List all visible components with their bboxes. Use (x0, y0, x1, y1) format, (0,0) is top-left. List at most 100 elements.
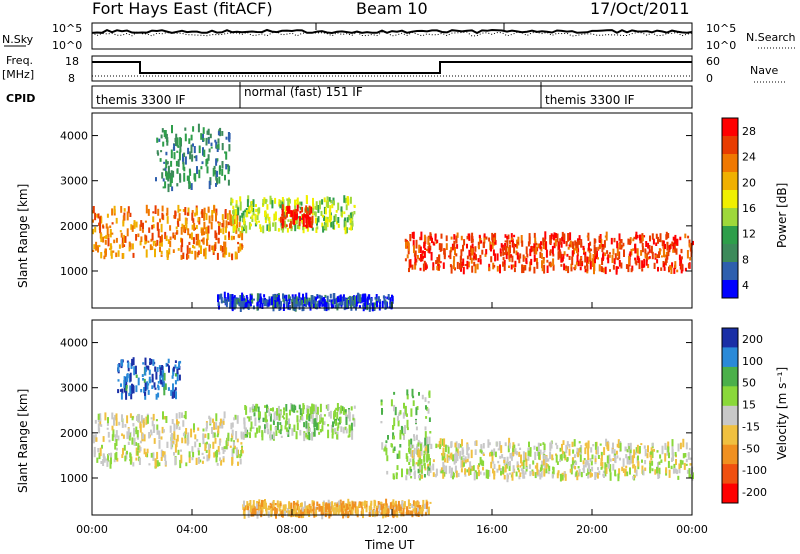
heat-cell (589, 458, 592, 462)
heat-cell (475, 440, 478, 446)
heat-cell (477, 469, 480, 477)
heat-cell (628, 458, 631, 465)
heat-cell (621, 466, 624, 472)
heat-cell (279, 429, 282, 435)
heat-cell (244, 428, 247, 432)
heat-cell (562, 253, 565, 259)
heat-cell (296, 202, 299, 205)
heat-cell (308, 413, 311, 422)
heat-cell (641, 465, 644, 474)
heat-cell (682, 438, 685, 448)
heat-cell (484, 253, 487, 257)
heat-cell (341, 406, 344, 411)
heat-cell (196, 252, 199, 258)
heat-cell (602, 267, 605, 273)
heat-cell (171, 433, 173, 442)
heat-cell (565, 444, 568, 454)
heat-cell (552, 258, 555, 266)
heat-cell (351, 211, 354, 220)
heat-cell (135, 374, 138, 378)
heat-cell (614, 455, 616, 463)
heat-cell (469, 461, 472, 470)
heat-cell (222, 456, 225, 459)
heat-cell (566, 253, 569, 257)
heat-cell (191, 212, 194, 221)
heat-cell (425, 445, 428, 454)
heat-cell (622, 458, 625, 467)
heat-cell (474, 246, 477, 252)
heat-cell (512, 264, 515, 268)
heat-cell (316, 501, 319, 507)
heat-cell (306, 509, 309, 514)
heat-cell (295, 431, 298, 440)
heat-cell (161, 128, 164, 133)
heat-cell (121, 388, 124, 394)
heat-cell (266, 224, 269, 231)
heat-cell (514, 448, 517, 455)
heat-cell (539, 443, 542, 446)
heat-cell (511, 472, 514, 481)
heat-cell (657, 473, 660, 479)
heat-cell (201, 228, 203, 236)
heat-cell (209, 417, 212, 424)
heat-cell (552, 467, 555, 475)
heat-cell (455, 451, 458, 456)
heat-cell (555, 442, 558, 446)
heat-cell (155, 243, 157, 247)
heat-cell (216, 170, 218, 178)
heat-cell (272, 506, 275, 511)
heat-cell (253, 405, 256, 412)
heat-cell (405, 453, 408, 459)
heat-cell (416, 406, 419, 410)
heat-cell (291, 299, 294, 306)
heat-cell (284, 420, 287, 426)
heat-cell (417, 448, 420, 458)
heat-cell (629, 451, 632, 457)
heat-cell (297, 297, 300, 300)
heat-cell (181, 412, 183, 418)
heat-cell (119, 389, 122, 392)
heat-cell (241, 226, 243, 231)
heat-cell (224, 210, 227, 219)
heat-cell (663, 266, 666, 271)
heat-cell (264, 405, 266, 408)
heat-cell (290, 210, 293, 218)
heat-cell (202, 127, 205, 134)
heat-cell (271, 434, 274, 440)
heat-cell (516, 239, 519, 249)
heat-cell (399, 506, 402, 511)
heat-cell (302, 403, 305, 411)
heat-cell (255, 204, 257, 207)
heat-cell (345, 227, 348, 234)
heat-cell (413, 253, 416, 257)
heat-cell (252, 504, 255, 508)
colorbar-segment (722, 136, 738, 155)
heat-cell (387, 294, 390, 301)
heat-cell (129, 212, 132, 217)
heat-cell (507, 463, 510, 466)
heat-cell (225, 220, 228, 229)
heat-cell (348, 501, 351, 506)
heat-cell (509, 453, 512, 459)
heat-cell (432, 459, 435, 463)
heat-cell (423, 444, 426, 448)
heat-cell (672, 249, 675, 253)
heat-cell (124, 455, 127, 462)
heat-cell (524, 471, 527, 475)
heat-cell (487, 469, 490, 479)
heat-cell (446, 445, 449, 448)
heat-cell (242, 299, 245, 307)
heat-cell (406, 506, 409, 515)
heat-cell (232, 235, 235, 240)
heat-cell (182, 162, 185, 170)
power-heatmap (92, 123, 694, 312)
heat-cell (470, 235, 473, 243)
heat-cell (180, 227, 183, 235)
heat-cell (202, 228, 205, 236)
heat-cell (180, 449, 182, 452)
heat-cell (442, 447, 445, 457)
heat-cell (399, 429, 402, 435)
heat-cell (252, 408, 255, 412)
heat-cell (416, 443, 419, 450)
heat-cell (617, 266, 620, 269)
